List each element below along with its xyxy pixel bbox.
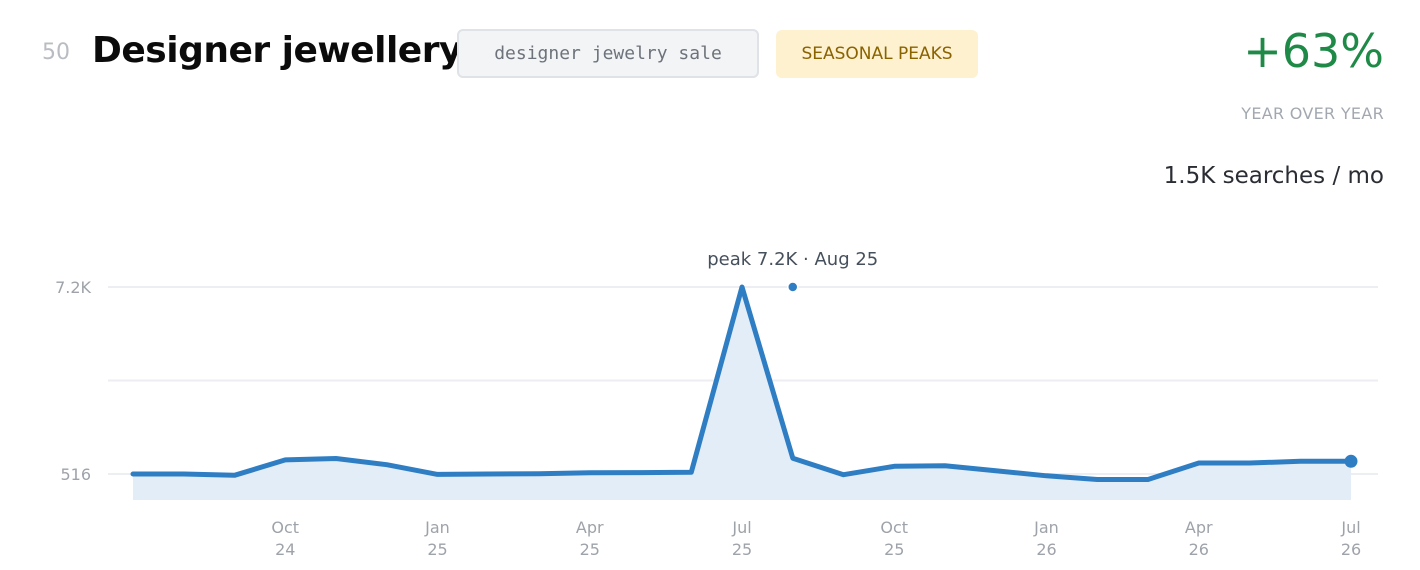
y-axis-ticks: 516 7.2K <box>55 278 91 484</box>
x-tick-month: Oct <box>271 518 299 537</box>
keyword-chip[interactable]: designer jewelry sale <box>457 29 759 78</box>
last-point <box>1344 454 1358 468</box>
x-tick-year: 25 <box>427 540 447 559</box>
x-tick-year: 24 <box>275 540 295 559</box>
x-tick-month: Jan <box>1033 518 1059 537</box>
area-fill <box>133 287 1351 500</box>
annotation-layer: peak 7.2K · Aug 25 <box>707 249 878 270</box>
line-layer <box>130 284 1354 482</box>
x-tick-year: 25 <box>580 540 600 559</box>
x-tick-year: 25 <box>884 540 904 559</box>
y-tick-label: 516 <box>60 465 91 484</box>
x-tick-month: Jul <box>1340 518 1360 537</box>
x-tick-month: Jan <box>424 518 450 537</box>
point-layer <box>787 281 1358 468</box>
search-volume: 1.5K searches / mo <box>1163 163 1384 189</box>
x-axis-ticks: Oct 24 Jan 25 Apr 25 Jul 25 Oct 25 Jan 26 Apr 26 Jul 26 <box>271 518 1361 559</box>
peak-annotation: peak 7.2K · Aug 25 <box>707 249 878 270</box>
page-title: Designer jewellery <box>92 30 462 71</box>
x-tick-year: 26 <box>1036 540 1056 559</box>
x-tick-month: Oct <box>880 518 908 537</box>
x-tick-year: 26 <box>1341 540 1361 559</box>
area-fill-layer <box>133 287 1351 500</box>
x-tick-year: 25 <box>732 540 752 559</box>
y-tick-label: 7.2K <box>55 278 91 297</box>
series-line <box>130 284 1354 482</box>
rank-number: 50 <box>42 40 70 65</box>
x-tick-month: Jul <box>731 518 751 537</box>
x-tick-month: Apr <box>576 518 604 537</box>
x-tick-month: Apr <box>1185 518 1213 537</box>
seasonal-tag: SEASONAL PEAKS <box>776 30 978 78</box>
growth-label: YEAR OVER YEAR <box>1241 104 1384 123</box>
peak-point <box>787 281 799 293</box>
growth-value: +63% <box>1243 24 1384 78</box>
x-tick-year: 26 <box>1189 540 1209 559</box>
